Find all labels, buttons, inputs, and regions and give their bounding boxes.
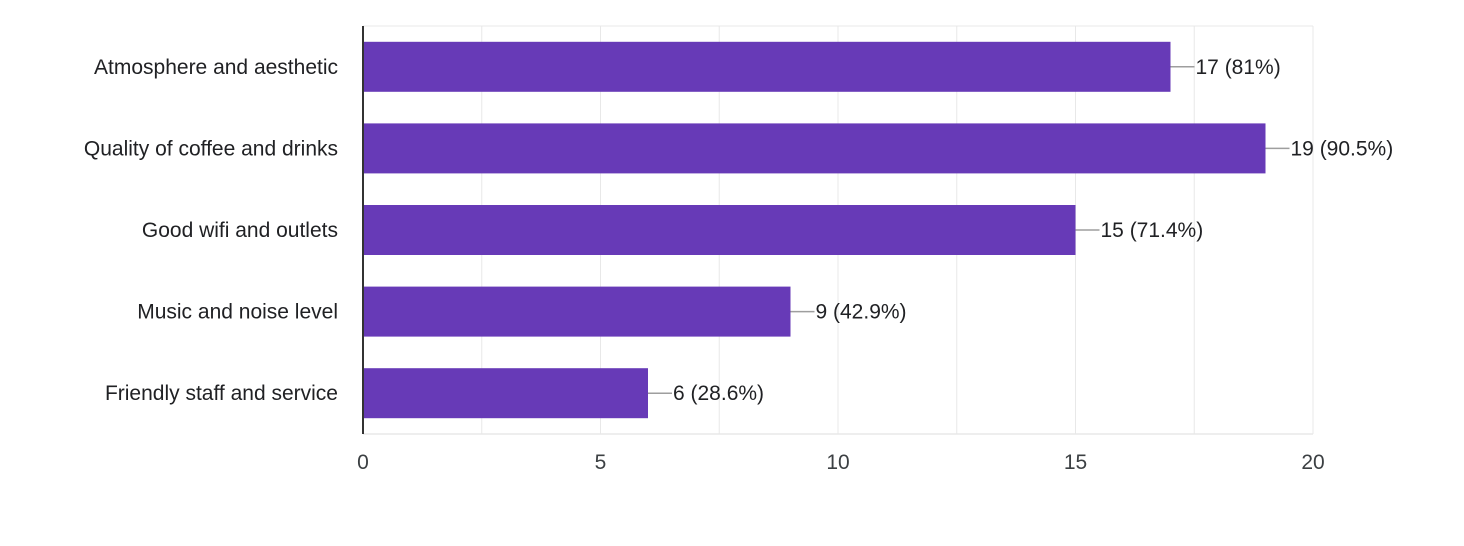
category-label: Atmosphere and aesthetic <box>94 56 338 79</box>
category-label: Good wifi and outlets <box>142 219 338 242</box>
data-label: 9 (42.9%) <box>816 301 907 324</box>
x-tick-label: 15 <box>1064 451 1087 474</box>
bar <box>363 368 648 419</box>
x-tick-label: 5 <box>595 451 607 474</box>
data-label: 6 (28.6%) <box>673 382 764 405</box>
category-label: Music and noise level <box>137 301 338 324</box>
bar <box>363 123 1266 174</box>
category-label: Quality of coffee and drinks <box>84 137 338 160</box>
data-label: 15 (71.4%) <box>1101 219 1204 242</box>
x-tick-label: 10 <box>826 451 849 474</box>
data-label: 17 (81%) <box>1196 56 1281 79</box>
bar <box>363 205 1076 255</box>
data-label: 19 (90.5%) <box>1291 137 1394 160</box>
category-label: Friendly staff and service <box>105 382 338 405</box>
bar <box>363 286 791 337</box>
x-tick-label: 20 <box>1301 451 1324 474</box>
x-tick-label: 0 <box>357 451 369 474</box>
bar <box>363 41 1171 92</box>
